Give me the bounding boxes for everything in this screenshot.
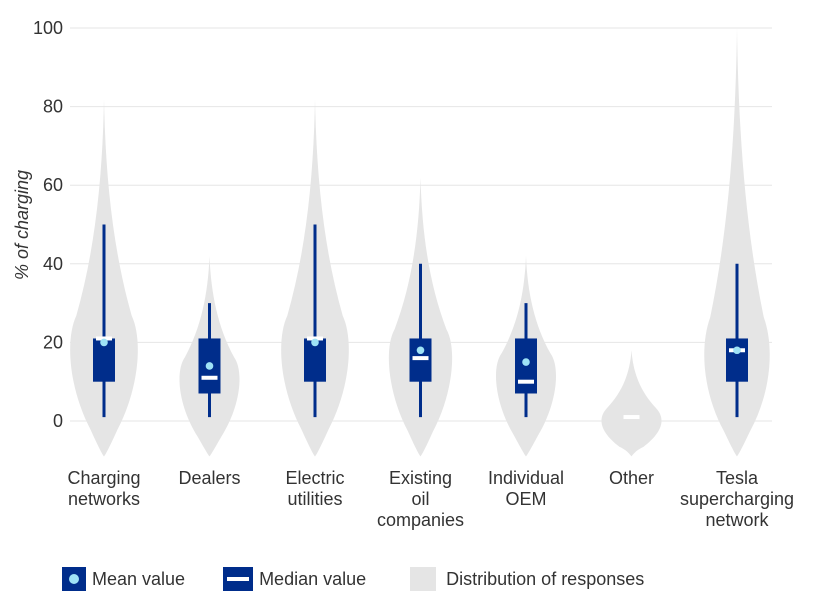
category-label-line: Tesla <box>716 468 759 488</box>
median-swatch-icon <box>223 567 254 591</box>
mean-dot-4 <box>522 358 530 366</box>
boxes <box>93 224 748 420</box>
y-tick-label: 0 <box>53 411 63 431</box>
median-bar-1 <box>201 375 218 380</box>
mean-dot-6 <box>733 346 741 355</box>
y-axis-ticks: 0 20 40 60 80 100 <box>33 18 63 431</box>
mean-dot-3 <box>416 346 425 355</box>
iqr-box-2 <box>304 338 326 382</box>
legend-item-median: Median value <box>223 567 366 591</box>
legend-item-distribution: Distribution of responses <box>404 567 644 591</box>
x-axis-categories: Charging networks Dealers Electric utilities… <box>67 468 794 530</box>
median-bar-5 <box>623 415 640 420</box>
category-label-line: networks <box>68 489 140 509</box>
mean-swatch-icon <box>62 567 86 591</box>
category-label-line: oil <box>411 489 429 509</box>
category-label: Existing oil companies <box>377 468 464 530</box>
iqr-box-0 <box>93 338 115 382</box>
category-label-line: OEM <box>505 489 546 509</box>
legend-dist-label: Distribution of responses <box>446 568 645 589</box>
median-bar-0 <box>96 336 112 341</box>
category-label-line: companies <box>377 510 464 530</box>
iqr-box-6 <box>726 338 748 382</box>
category-label-line: Electric <box>285 468 344 488</box>
y-tick-label: 20 <box>43 332 63 352</box>
category-label-line: utilities <box>287 489 342 509</box>
mean-dot-1 <box>205 362 214 370</box>
category-label: Electric utilities <box>285 468 344 509</box>
category-label-line: supercharging <box>680 489 794 509</box>
iqr-box-4 <box>515 338 537 394</box>
y-tick-label: 80 <box>43 97 63 117</box>
distribution-swatch-icon <box>410 567 437 591</box>
violin-5 <box>601 350 662 457</box>
legend-mean-label: Mean value <box>92 568 186 589</box>
legend-item-mean: Mean value <box>62 567 185 591</box>
category-label-line: Existing <box>389 468 452 488</box>
legend: Mean value Median value Distribution of … <box>62 567 682 591</box>
mean-dot-2 <box>311 338 319 347</box>
y-axis-label: % of charging <box>12 170 32 280</box>
median-bar-4 <box>518 379 534 384</box>
category-label: Tesla supercharging network <box>680 468 794 530</box>
y-tick-label: 60 <box>43 175 63 195</box>
median-bar-3 <box>412 356 429 361</box>
category-label-line: network <box>705 510 769 530</box>
category-label-line: Dealers <box>178 468 240 488</box>
mean-dot-0 <box>100 338 108 347</box>
category-label: Individual OEM <box>488 468 564 509</box>
category-label: Charging networks <box>67 468 140 509</box>
y-tick-label: 40 <box>43 254 63 274</box>
legend-median-label: Median value <box>259 568 367 589</box>
category-label: Other <box>609 468 654 488</box>
category-label-line: Charging <box>67 468 140 488</box>
category-label: Dealers <box>178 468 240 488</box>
y-tick-label: 100 <box>33 18 63 38</box>
category-label-line: Individual <box>488 468 564 488</box>
category-label-line: Other <box>609 468 654 488</box>
median-bar-2 <box>307 336 323 341</box>
violin-6 <box>704 28 770 457</box>
